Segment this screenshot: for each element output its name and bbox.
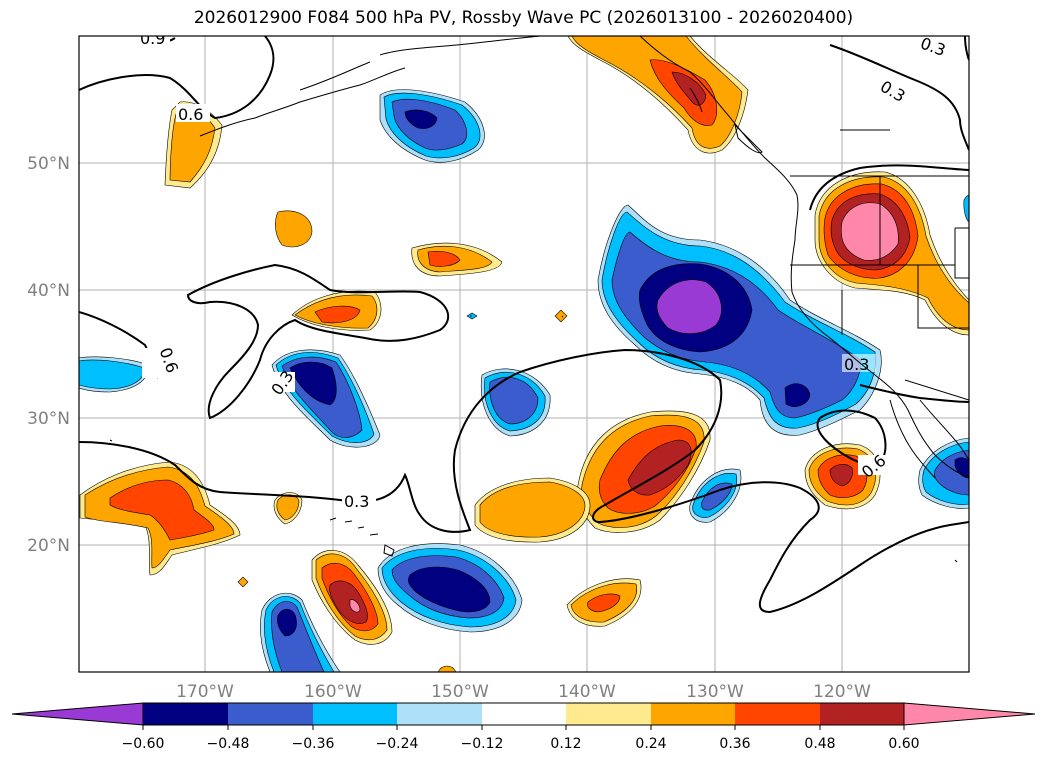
- anomaly-positive: [587, 593, 621, 613]
- anomaly-positive: [829, 464, 853, 487]
- islands: [109, 315, 958, 563]
- lon-label-140w: 140°W: [558, 682, 616, 702]
- colorbar-ticks: [142, 725, 905, 730]
- anomaly-negative: [954, 457, 969, 479]
- anomaly-positive: [109, 479, 215, 541]
- colorbar-swatch: [482, 703, 566, 725]
- contour-label-bg: [176, 104, 210, 122]
- anomaly-negative: [963, 194, 969, 223]
- colorbar-tick-label: 0.60: [888, 736, 919, 752]
- border-us-mexico: [904, 379, 969, 401]
- colorbar-tick-label: −0.12: [461, 736, 504, 752]
- coastline-alaska-peninsula: [299, 61, 371, 91]
- lat-label-50n: 50°N: [27, 154, 70, 174]
- colorbar-swatch: [735, 703, 820, 725]
- colorbar-swatch: [313, 703, 397, 725]
- colorbar-frame: [142, 702, 905, 726]
- anomaly-negative: [489, 377, 539, 425]
- anomaly-positive: [314, 305, 361, 324]
- anomaly-positive: [671, 71, 707, 106]
- anomaly-negative: [701, 482, 733, 511]
- colorbar-swatch: [143, 703, 228, 725]
- colorbar-tick-label: 0.12: [550, 736, 581, 752]
- colorbar-tick-label: −0.60: [122, 736, 165, 752]
- contour-line: [809, 164, 969, 211]
- map-frame: [78, 35, 970, 673]
- anomaly-negative: [408, 566, 491, 613]
- anomaly-negative: [289, 361, 337, 406]
- coastline-gulf-california: [919, 399, 969, 461]
- map-title: 2026012900 F084 500 hPa PV, Rossby Wave …: [193, 8, 854, 28]
- contour-line: [859, 384, 969, 403]
- border-states: [790, 129, 969, 335]
- latitude-labels: 50°N 40°N 30°N 20°N: [27, 154, 70, 556]
- colorbar-swatch: [397, 703, 482, 725]
- colorbar-swatch: [651, 703, 735, 725]
- anomaly-positive: [349, 599, 361, 613]
- lat-label-40n: 40°N: [27, 281, 70, 301]
- lat-label-30n: 30°N: [27, 409, 70, 429]
- coastlines: [109, 36, 969, 563]
- haida-gwaii: [689, 87, 703, 113]
- lon-label-130w: 130°W: [686, 682, 744, 702]
- longitude-labels: 170°W 160°W 150°W 140°W 130°W 120°W: [176, 682, 871, 702]
- colorbar-swatch: [820, 703, 904, 725]
- anomaly-positive: [427, 250, 461, 267]
- colorbar-extend-low: [11, 702, 144, 726]
- anomaly-negative: [277, 609, 297, 637]
- contour-label-bg: [842, 354, 876, 372]
- anomaly-negative: [656, 279, 722, 334]
- anomaly-positive: [554, 309, 568, 323]
- coastline-north-america: [639, 36, 969, 479]
- anomaly-negative: [784, 383, 811, 407]
- contour-label-bg: [878, 82, 912, 104]
- pv-shading: [79, 36, 969, 672]
- contour-label: 0.3: [844, 355, 869, 374]
- anomaly-positive: [479, 481, 586, 538]
- coastline-alaska: [379, 36, 541, 56]
- contour-label-bg: [138, 36, 170, 46]
- contour-line: [829, 44, 969, 151]
- colorbar-tick-label: 0.36: [719, 736, 750, 752]
- anomaly-positive: [329, 580, 368, 624]
- colorbar: −0.60 −0.48 −0.36 −0.24 −0.12 0.12 0.24 …: [11, 702, 1036, 752]
- colorbar-extend-high: [903, 702, 1036, 726]
- contour-label: 0.6: [178, 105, 203, 124]
- map-area: 0.9 0.6 0.3 0.3 0.6 0.3 0.3 0.3 0.6: [79, 29, 969, 672]
- anomaly-positive: [627, 439, 692, 496]
- contour-label-bg: [858, 455, 888, 475]
- hawaii-islands: [329, 517, 395, 557]
- vancouver-island: [734, 123, 763, 154]
- coastline-aleutians: [199, 67, 406, 137]
- anomaly-negative: [79, 359, 145, 390]
- colorbar-tick-label: −0.48: [207, 736, 250, 752]
- lon-label-170w: 170°W: [176, 682, 234, 702]
- colorbar-swatch: [566, 703, 651, 725]
- lon-label-120w: 120°W: [813, 682, 871, 702]
- contour-label-bg: [342, 491, 376, 509]
- anomaly-negative: [404, 109, 438, 129]
- contour-label: 0.3: [344, 492, 369, 511]
- anomaly-positive: [237, 576, 249, 588]
- lon-label-150w: 150°W: [431, 682, 489, 702]
- coastline-baja: [889, 399, 936, 479]
- colorbar-tick-label: −0.36: [292, 736, 335, 752]
- contour-label-bg: [918, 38, 952, 58]
- contour-label-bg: [142, 348, 164, 378]
- anomaly-positive: [840, 202, 899, 261]
- lon-label-160w: 160°W: [304, 682, 362, 702]
- colorbar-swatch: [228, 703, 313, 725]
- lat-label-20n: 20°N: [27, 536, 70, 556]
- contour-labels: 0.9 0.6 0.3 0.3 0.6 0.3 0.3 0.3 0.6: [138, 29, 952, 511]
- contour-label: 0.9: [140, 29, 165, 48]
- contour-label-bg: [265, 372, 295, 392]
- contour-line: [79, 36, 275, 120]
- anomaly-positive: [275, 210, 313, 248]
- colorbar-tick-label: 0.48: [804, 736, 835, 752]
- contour-line: [186, 263, 450, 420]
- colorbar-tick-label: 0.24: [635, 736, 666, 752]
- colorbar-tick-label: −0.24: [376, 736, 419, 752]
